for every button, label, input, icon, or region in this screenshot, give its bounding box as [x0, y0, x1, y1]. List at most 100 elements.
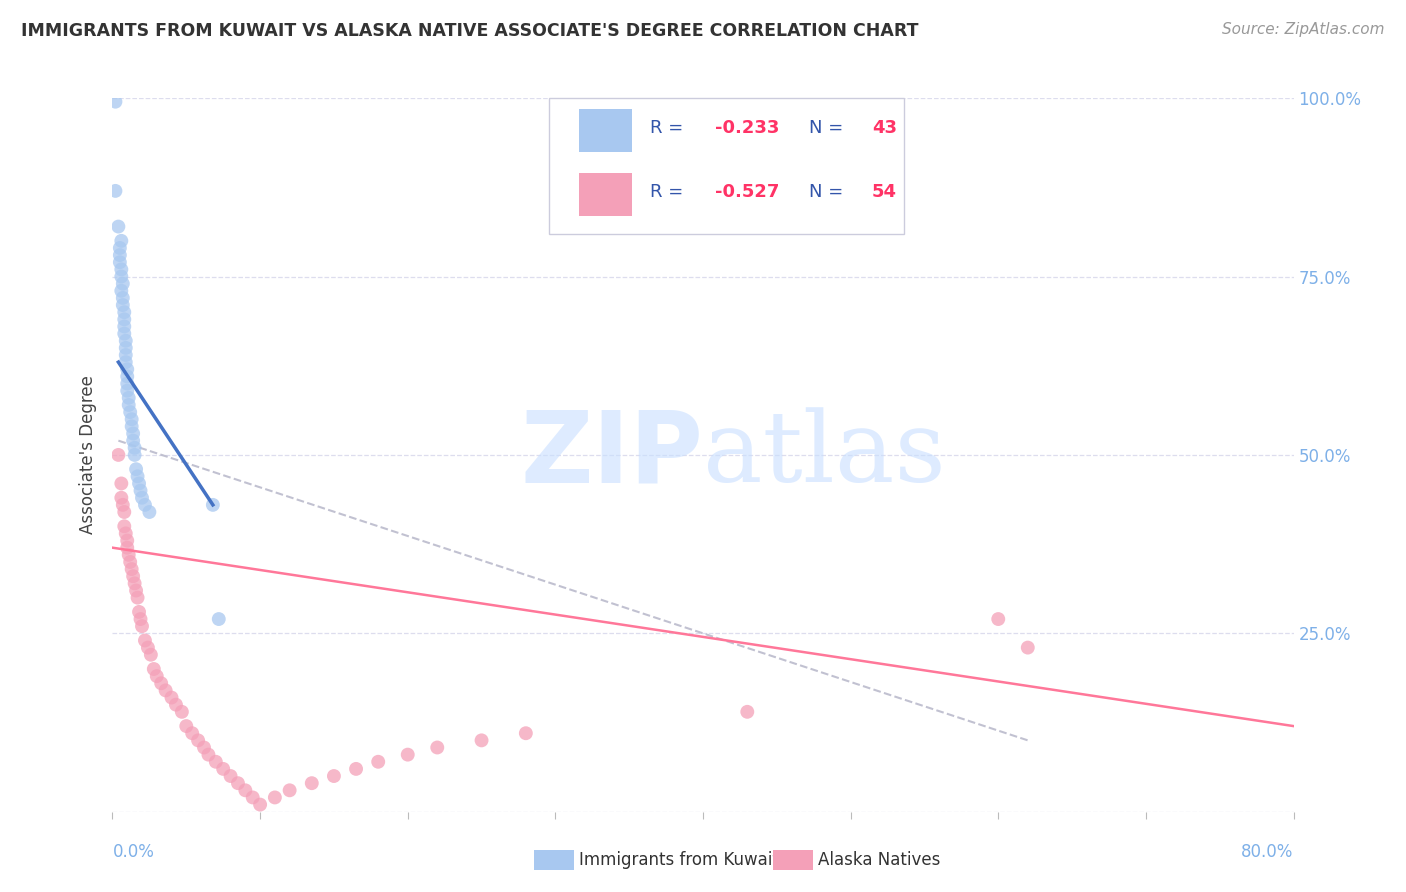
Point	[112, 312, 135, 326]
Point	[127, 469, 149, 483]
Point	[117, 384, 138, 398]
Point	[114, 334, 136, 348]
Text: ZIP: ZIP	[520, 407, 703, 503]
Text: Immigrants from Kuwait: Immigrants from Kuwait	[579, 851, 779, 869]
Point	[367, 755, 389, 769]
Point	[323, 769, 346, 783]
Point	[737, 705, 759, 719]
Point	[208, 612, 231, 626]
Point	[170, 705, 193, 719]
Text: Source: ZipAtlas.com: Source: ZipAtlas.com	[1222, 22, 1385, 37]
Point	[111, 298, 134, 312]
Point	[121, 419, 143, 434]
Point	[104, 184, 127, 198]
Point	[515, 726, 537, 740]
Point	[470, 733, 494, 747]
Point	[128, 605, 150, 619]
Point	[987, 612, 1010, 626]
Point	[160, 690, 183, 705]
Text: IMMIGRANTS FROM KUWAIT VS ALASKA NATIVE ASSOCIATE'S DEGREE CORRELATION CHART: IMMIGRANTS FROM KUWAIT VS ALASKA NATIVE …	[21, 22, 918, 40]
Point	[112, 305, 135, 319]
Point	[124, 441, 146, 455]
Point	[187, 733, 209, 747]
Text: N =: N =	[810, 184, 849, 202]
Point	[122, 434, 145, 448]
Point	[134, 633, 156, 648]
Point	[110, 491, 132, 505]
Text: N =: N =	[810, 120, 849, 137]
Point	[181, 726, 204, 740]
Text: -0.233: -0.233	[714, 120, 779, 137]
Point	[117, 533, 138, 548]
Point	[117, 541, 138, 555]
Point	[142, 662, 165, 676]
Point	[110, 269, 132, 284]
Point	[110, 234, 132, 248]
Point	[108, 255, 131, 269]
Point	[226, 776, 249, 790]
Point	[396, 747, 419, 762]
Point	[120, 405, 142, 419]
Point	[278, 783, 301, 797]
Point	[107, 219, 129, 234]
Text: R =: R =	[650, 184, 689, 202]
Point	[193, 740, 215, 755]
Text: 80.0%: 80.0%	[1241, 843, 1294, 861]
Point	[128, 476, 150, 491]
Point	[127, 591, 149, 605]
Point	[134, 498, 156, 512]
Point	[138, 505, 160, 519]
Point	[107, 448, 129, 462]
Point	[301, 776, 323, 790]
Point	[155, 683, 177, 698]
Bar	[579, 173, 633, 216]
Point	[125, 462, 148, 476]
Point	[264, 790, 287, 805]
Text: 43: 43	[872, 120, 897, 137]
Point	[129, 483, 152, 498]
Point	[131, 491, 153, 505]
Y-axis label: Associate's Degree: Associate's Degree	[79, 376, 97, 534]
Point	[131, 619, 153, 633]
Text: 54: 54	[872, 184, 897, 202]
Point	[118, 398, 141, 412]
Point	[201, 498, 224, 512]
Point	[219, 769, 242, 783]
Point	[174, 719, 197, 733]
Point	[150, 676, 173, 690]
Point	[117, 369, 138, 384]
Point	[114, 526, 136, 541]
Point	[124, 448, 146, 462]
Text: -0.527: -0.527	[714, 184, 779, 202]
Point	[112, 319, 135, 334]
FancyBboxPatch shape	[550, 98, 904, 234]
Point	[118, 548, 141, 562]
Point	[197, 747, 219, 762]
Point	[249, 797, 271, 812]
Point	[110, 284, 132, 298]
Point	[104, 95, 127, 109]
Point	[1017, 640, 1039, 655]
Point	[110, 262, 132, 277]
Point	[139, 648, 162, 662]
Point	[426, 740, 449, 755]
Point	[112, 519, 135, 533]
Point	[122, 426, 145, 441]
Point	[117, 376, 138, 391]
Point	[118, 391, 141, 405]
Text: Alaska Natives: Alaska Natives	[818, 851, 941, 869]
Point	[110, 476, 132, 491]
Bar	[579, 109, 633, 152]
Point	[114, 355, 136, 369]
Point	[108, 248, 131, 262]
Point	[121, 412, 143, 426]
Point	[136, 640, 159, 655]
Point	[165, 698, 187, 712]
Point	[124, 576, 146, 591]
Point	[242, 790, 264, 805]
Point	[112, 505, 135, 519]
Text: atlas: atlas	[703, 407, 946, 503]
Point	[111, 291, 134, 305]
Text: 0.0%: 0.0%	[112, 843, 155, 861]
Point	[125, 583, 148, 598]
